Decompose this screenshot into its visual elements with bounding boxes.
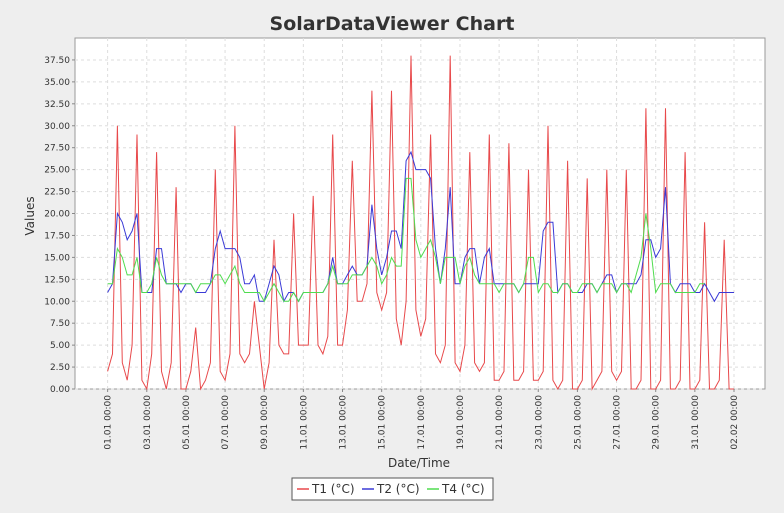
y-tick-label: 12.50 [44,275,70,285]
x-axis-label: Date/Time [388,456,450,470]
y-tick-label: 0.00 [50,385,70,395]
y-axis-label: Values [23,196,37,235]
legend-label: T1 (°C) [311,482,355,496]
y-tick-label: 37.50 [44,56,70,66]
x-tick-label: 21.01 00:00 [495,395,505,450]
x-tick-label: 01.01 00:00 [104,395,114,450]
x-tick-label: 13.01 00:00 [339,395,349,450]
x-tick-label: 09.01 00:00 [260,395,270,450]
y-tick-label: 25.00 [44,166,70,176]
y-tick-label: 7.50 [50,319,70,329]
x-tick-label: 02.02 00:00 [730,395,740,450]
y-tick-label: 17.50 [44,231,70,241]
x-tick-label: 17.01 00:00 [417,395,427,450]
y-tick-label: 32.50 [44,100,70,110]
x-tick-label: 11.01 00:00 [299,395,309,450]
y-tick-label: 30.00 [44,122,70,132]
y-tick-label: 20.00 [44,210,70,220]
x-tick-label: 19.01 00:00 [456,395,466,450]
y-tick-label: 35.00 [44,78,70,88]
y-tick-label: 22.50 [44,188,70,198]
x-tick-label: 29.01 00:00 [652,395,662,450]
y-tick-label: 15.00 [44,253,70,263]
series-line [107,150,734,303]
x-tick-label: 07.01 00:00 [221,395,231,450]
x-tick-label: 25.01 00:00 [573,395,583,450]
y-tick-label: 10.00 [44,297,70,307]
x-tick-label: 27.01 00:00 [613,395,623,450]
chart-title: SolarDataViewer Chart [270,13,515,35]
x-tick-label: 15.01 00:00 [378,395,388,450]
y-tick-label: 2.50 [50,363,70,373]
y-tick-label: 5.00 [50,341,70,351]
legend [291,477,494,501]
x-tick-label: 05.01 00:00 [182,395,192,450]
legend-label: T2 (°C) [376,482,420,496]
legend-label: T4 (°C) [441,482,485,496]
x-tick-label: 03.01 00:00 [143,395,153,450]
y-tick-label: 27.50 [44,144,70,154]
series-line [107,55,734,391]
x-tick-label: 23.01 00:00 [534,395,544,450]
series-line [107,177,705,303]
x-tick-label: 31.01 00:00 [691,395,701,450]
